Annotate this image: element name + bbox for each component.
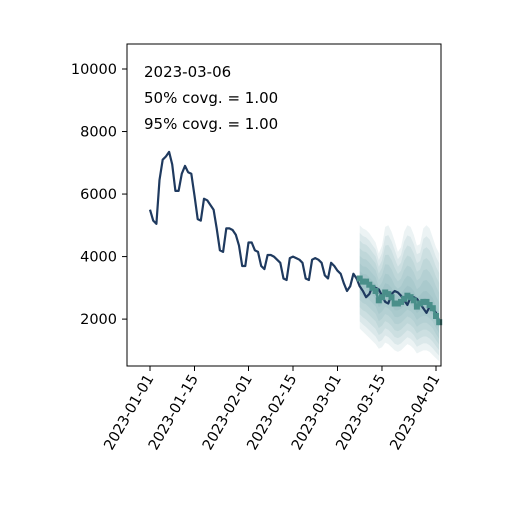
y-tick-label: 2000	[80, 312, 117, 328]
plot-frame	[126, 43, 442, 367]
forecast-point	[423, 298, 430, 305]
forecast-band-6	[359, 263, 440, 334]
x-axis: 2023-01-012023-01-152023-02-012023-02-15…	[101, 366, 443, 453]
forecast-point	[413, 303, 420, 310]
forecast-date-label: 2023-03-06	[144, 63, 231, 81]
y-tick-label: 8000	[80, 125, 117, 141]
forecast-point	[382, 289, 389, 296]
forecast-point	[391, 300, 398, 307]
forecast-point	[433, 313, 439, 319]
forecast-point	[359, 278, 366, 285]
coverage-50-label: 50% covg. = 1.00	[144, 89, 278, 107]
forecast-point	[379, 294, 385, 301]
forecast-point	[401, 295, 408, 302]
forecast-median-series	[356, 275, 443, 326]
forecast-point	[363, 278, 370, 285]
y-axis: 2000 4000 6000 8000 10000	[71, 62, 127, 328]
forecast-interval-bands	[359, 225, 440, 362]
forecast-point	[385, 291, 392, 298]
forecast-point	[375, 297, 382, 304]
forecast-point	[429, 305, 436, 312]
forecast-point	[356, 275, 363, 282]
y-tick-label: 6000	[80, 187, 117, 203]
forecast-point	[407, 294, 414, 301]
y-tick-label: 10000	[71, 62, 117, 78]
forecast-point	[394, 300, 401, 307]
coverage-95-label: 95% covg. = 1.00	[144, 115, 278, 133]
forecast-point	[398, 298, 404, 305]
y-tick-label: 4000	[80, 250, 117, 266]
forecast-point	[366, 281, 373, 288]
coverage-annotation: 2023-03-06 50% covg. = 1.00 95% covg. = …	[144, 63, 278, 133]
forecast-point	[404, 292, 411, 299]
forecast-point	[369, 284, 376, 291]
forecast-point	[410, 297, 417, 304]
forecast-point	[388, 294, 395, 301]
forecast-point	[426, 302, 433, 308]
forecast-point	[420, 298, 427, 305]
forecast-point	[372, 288, 379, 294]
forecast-point	[436, 319, 443, 326]
forecast-band-5	[359, 255, 440, 339]
x-tick-label: 2023-04-01	[387, 372, 443, 453]
forecast-band-4	[359, 248, 440, 345]
forecast-point	[417, 300, 424, 307]
